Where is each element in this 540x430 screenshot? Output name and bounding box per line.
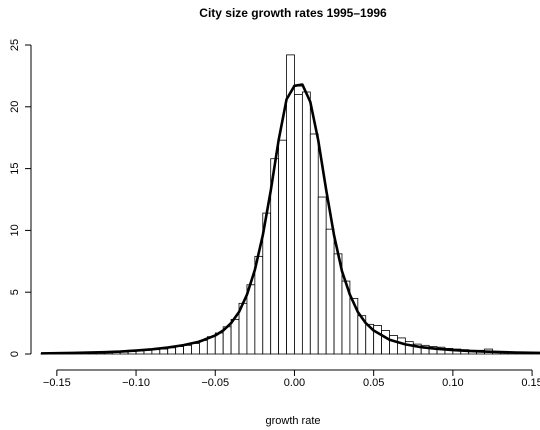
histogram-bar <box>230 318 240 355</box>
y-axis: 0 5 10 15 20 25 <box>9 39 32 357</box>
y-tick-label: 25 <box>9 39 21 51</box>
histogram-bar <box>254 255 264 355</box>
histogram-bar <box>159 348 169 355</box>
histogram-bar <box>167 347 177 355</box>
histogram-bar <box>301 91 311 355</box>
x-tick-label: −0.15 <box>43 377 71 389</box>
y-tick-label: 0 <box>9 351 21 357</box>
histogram-bars <box>40 54 540 355</box>
y-tick-label: 20 <box>9 101 21 113</box>
x-tick-label: 0.05 <box>363 377 384 389</box>
histogram-bar <box>191 343 200 355</box>
chart-title: City size growth rates 1995–1996 <box>199 6 387 20</box>
histogram-bar <box>294 94 303 355</box>
y-tick-label: 15 <box>9 162 21 174</box>
histogram-bar <box>381 330 390 355</box>
y-tick-label: 5 <box>9 289 21 295</box>
histogram-bar <box>389 335 398 355</box>
x-tick-label: −0.05 <box>201 377 229 389</box>
x-tick-label: 0.00 <box>284 377 305 389</box>
x-axis: −0.15 −0.10 −0.05 0.00 0.05 0.10 0.15 <box>43 369 540 389</box>
x-tick-label: 0.15 <box>521 377 540 389</box>
histogram-bar <box>278 139 287 355</box>
histogram-bar <box>175 346 184 355</box>
histogram-bar <box>183 344 192 355</box>
x-tick-label: 0.10 <box>442 377 463 389</box>
histogram-bar <box>309 133 319 355</box>
histogram-bar <box>317 196 327 355</box>
fitted-density-curve <box>40 83 540 355</box>
histogram-bar <box>325 228 335 355</box>
y-tick-label: 10 <box>9 224 21 236</box>
histogram-bar <box>397 337 406 355</box>
x-axis-label: growth rate <box>265 415 320 427</box>
x-tick-label: −0.10 <box>122 377 150 389</box>
